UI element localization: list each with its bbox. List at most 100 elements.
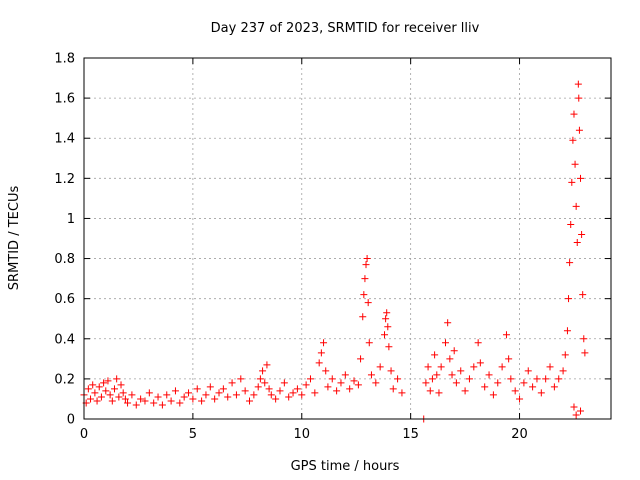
data-point [285,393,293,401]
data-point [574,80,582,88]
data-point [581,349,589,357]
data-point [516,395,524,403]
data-point [150,399,158,407]
data-point [572,202,580,210]
data-point [128,391,136,399]
data-point [328,375,336,383]
data-point [376,363,384,371]
data-point [232,391,240,399]
data-point [575,94,583,102]
data-point [387,367,395,375]
data-point [215,389,223,397]
data-point [546,363,554,371]
data-point [570,110,578,118]
data-point [578,230,586,238]
x-tick-label: 10 [293,427,310,442]
data-point [566,259,574,267]
data-point [341,371,349,379]
data-point [580,335,588,343]
y-tick-label: 0.6 [54,292,75,307]
data-point [97,393,105,401]
data-point [100,379,108,387]
data-point [124,399,132,407]
x-axis-label: GPS time / hours [291,459,400,474]
data-point [280,379,288,387]
data-point [106,391,114,399]
data-point [563,327,571,335]
data-point [569,136,577,144]
data-point [311,389,319,397]
data-point [364,299,372,307]
data-point [437,363,445,371]
data-point [115,393,123,401]
data-point [224,393,232,401]
y-tick-label: 1.6 [54,92,75,107]
data-point [394,375,402,383]
data-point [317,349,325,357]
data-point [372,379,380,387]
data-point [95,383,103,391]
chart-title: Day 237 of 2023, SRMTID for receiver lli… [211,21,480,36]
data-point [293,385,301,393]
data-point [444,319,452,327]
data-point [428,375,436,383]
data-point [398,389,406,397]
data-point [533,375,541,383]
data-point [520,379,528,387]
plot-frame [83,57,612,420]
data-point [265,385,273,393]
data-point [511,387,519,395]
data-point [198,397,206,405]
data-point [185,389,193,397]
data-point [452,379,460,387]
data-point [435,389,443,397]
data-point [565,295,573,303]
data-point [481,383,489,391]
data-point [256,375,264,383]
data-point [302,381,310,389]
data-point [465,375,473,383]
data-point [206,383,214,391]
data-point [448,371,456,379]
data-point [441,339,449,347]
data-point [202,391,210,399]
data-point [457,367,465,375]
data-point [485,371,493,379]
data-point [572,411,580,419]
data-point [250,391,258,399]
data-point [367,371,375,379]
data-point [363,255,371,263]
data-point [433,371,441,379]
data-point [571,160,579,168]
data-point [93,397,101,405]
data-point [498,363,506,371]
data-point [357,355,365,363]
data-point [298,391,306,399]
data-point [577,174,585,182]
y-tick-label: 1.2 [54,172,75,187]
data-point [91,389,99,397]
data-point [237,375,245,383]
data-point [219,385,227,393]
data-points [80,80,589,423]
data-point [241,387,249,395]
data-point [365,339,373,347]
data-point [524,367,532,375]
data-point [550,383,558,391]
data-point [84,385,92,393]
data-point [470,363,478,371]
data-point [104,377,112,385]
data-point [102,387,110,395]
data-point [261,379,269,387]
data-point [113,375,121,383]
data-point [211,395,219,403]
data-point [154,393,162,401]
data-point [424,363,432,371]
data-point [137,395,145,403]
y-axis-label: SRMTID / TECUs [7,186,22,291]
y-tick-label: 1.4 [54,132,75,147]
data-point [567,220,575,228]
data-point [315,359,323,367]
data-point [461,387,469,395]
data-point [383,309,391,317]
